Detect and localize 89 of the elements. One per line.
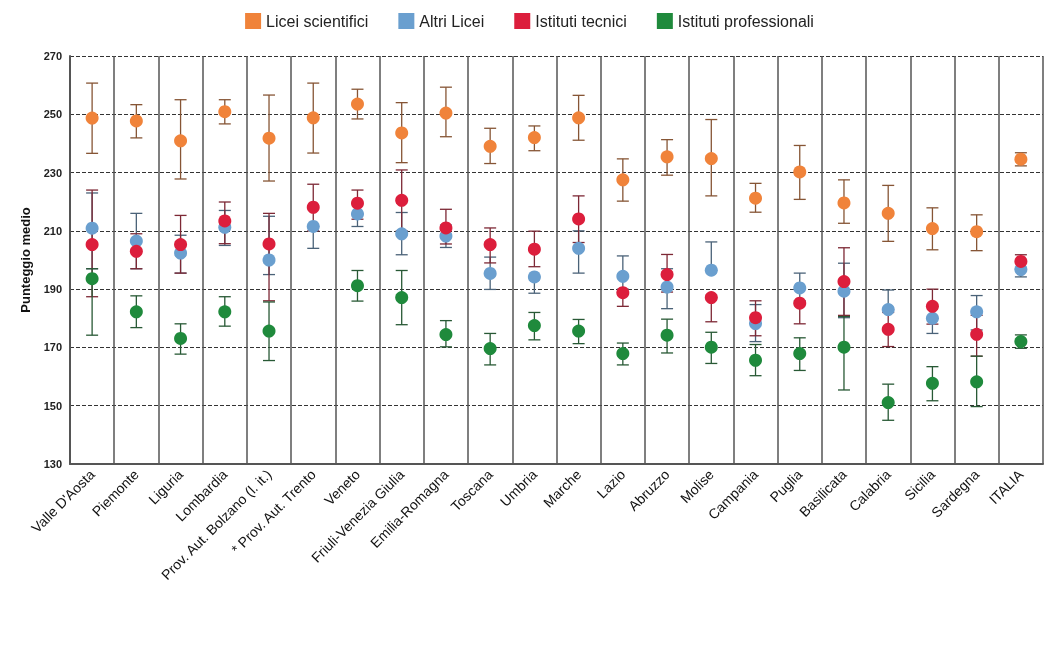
point [616,347,630,361]
point [660,280,674,294]
point [881,396,895,409]
point [350,196,364,210]
point [262,237,276,251]
point [483,342,497,356]
point [572,241,586,255]
point [527,270,541,284]
point [174,238,188,252]
point [483,266,497,280]
point [970,305,984,319]
y-tick-label: 150 [43,399,62,412]
point [129,305,143,319]
point [970,225,984,239]
point [925,222,939,236]
point [749,353,763,367]
point [395,193,409,207]
point [793,281,807,295]
point [85,272,99,286]
point [527,242,541,256]
point [970,375,984,389]
point [527,131,541,145]
point [793,296,807,310]
point [881,322,895,336]
point [439,221,453,235]
legend-label: Istituti tecnici [535,12,627,30]
point [262,253,276,267]
legend-label: Licei scientifici [266,12,369,30]
point [660,328,674,342]
point [925,311,939,325]
point [218,105,232,119]
point [218,305,232,319]
y-tick-label: 210 [43,224,62,237]
point [395,126,409,140]
point [572,212,586,226]
point [483,238,497,252]
point [85,221,99,235]
point [306,200,320,214]
y-tick-label: 190 [43,283,62,296]
y-tick-label: 130 [43,458,62,470]
point [881,303,895,317]
point [218,214,232,228]
point [85,111,99,125]
point [350,279,364,293]
point [174,331,188,345]
point [704,291,718,305]
point [616,173,630,187]
point [306,111,320,125]
point [439,106,453,120]
point [616,269,630,283]
point [174,134,188,148]
point [395,227,409,241]
point [660,150,674,164]
point [129,114,143,128]
point [837,196,851,210]
y-tick-label: 230 [43,166,62,179]
point [704,152,718,166]
point [395,291,409,305]
point [793,165,807,179]
point [350,97,364,111]
point [837,340,851,354]
point [616,286,630,300]
point [483,139,497,153]
point [749,311,763,325]
point [572,324,586,338]
point [262,324,276,338]
point [881,206,895,220]
legend-label: Altri Licei [419,12,485,30]
y-axis-title: Punteggio medio [18,207,33,313]
point [572,111,586,125]
point [306,219,320,233]
point [262,131,276,145]
y-tick-label: 170 [43,341,62,354]
legend-label: Istituti professionali [677,12,814,30]
y-tick-label: 270 [43,50,62,62]
point [660,268,674,282]
point [925,376,939,390]
point [85,238,99,252]
point [704,263,718,277]
point [129,244,143,258]
point [925,299,939,313]
point [970,327,984,341]
point [837,275,851,289]
point [749,191,763,205]
point [527,319,541,333]
point [704,340,718,354]
point [439,328,453,342]
point [793,347,807,361]
y-tick-label: 250 [43,108,62,121]
